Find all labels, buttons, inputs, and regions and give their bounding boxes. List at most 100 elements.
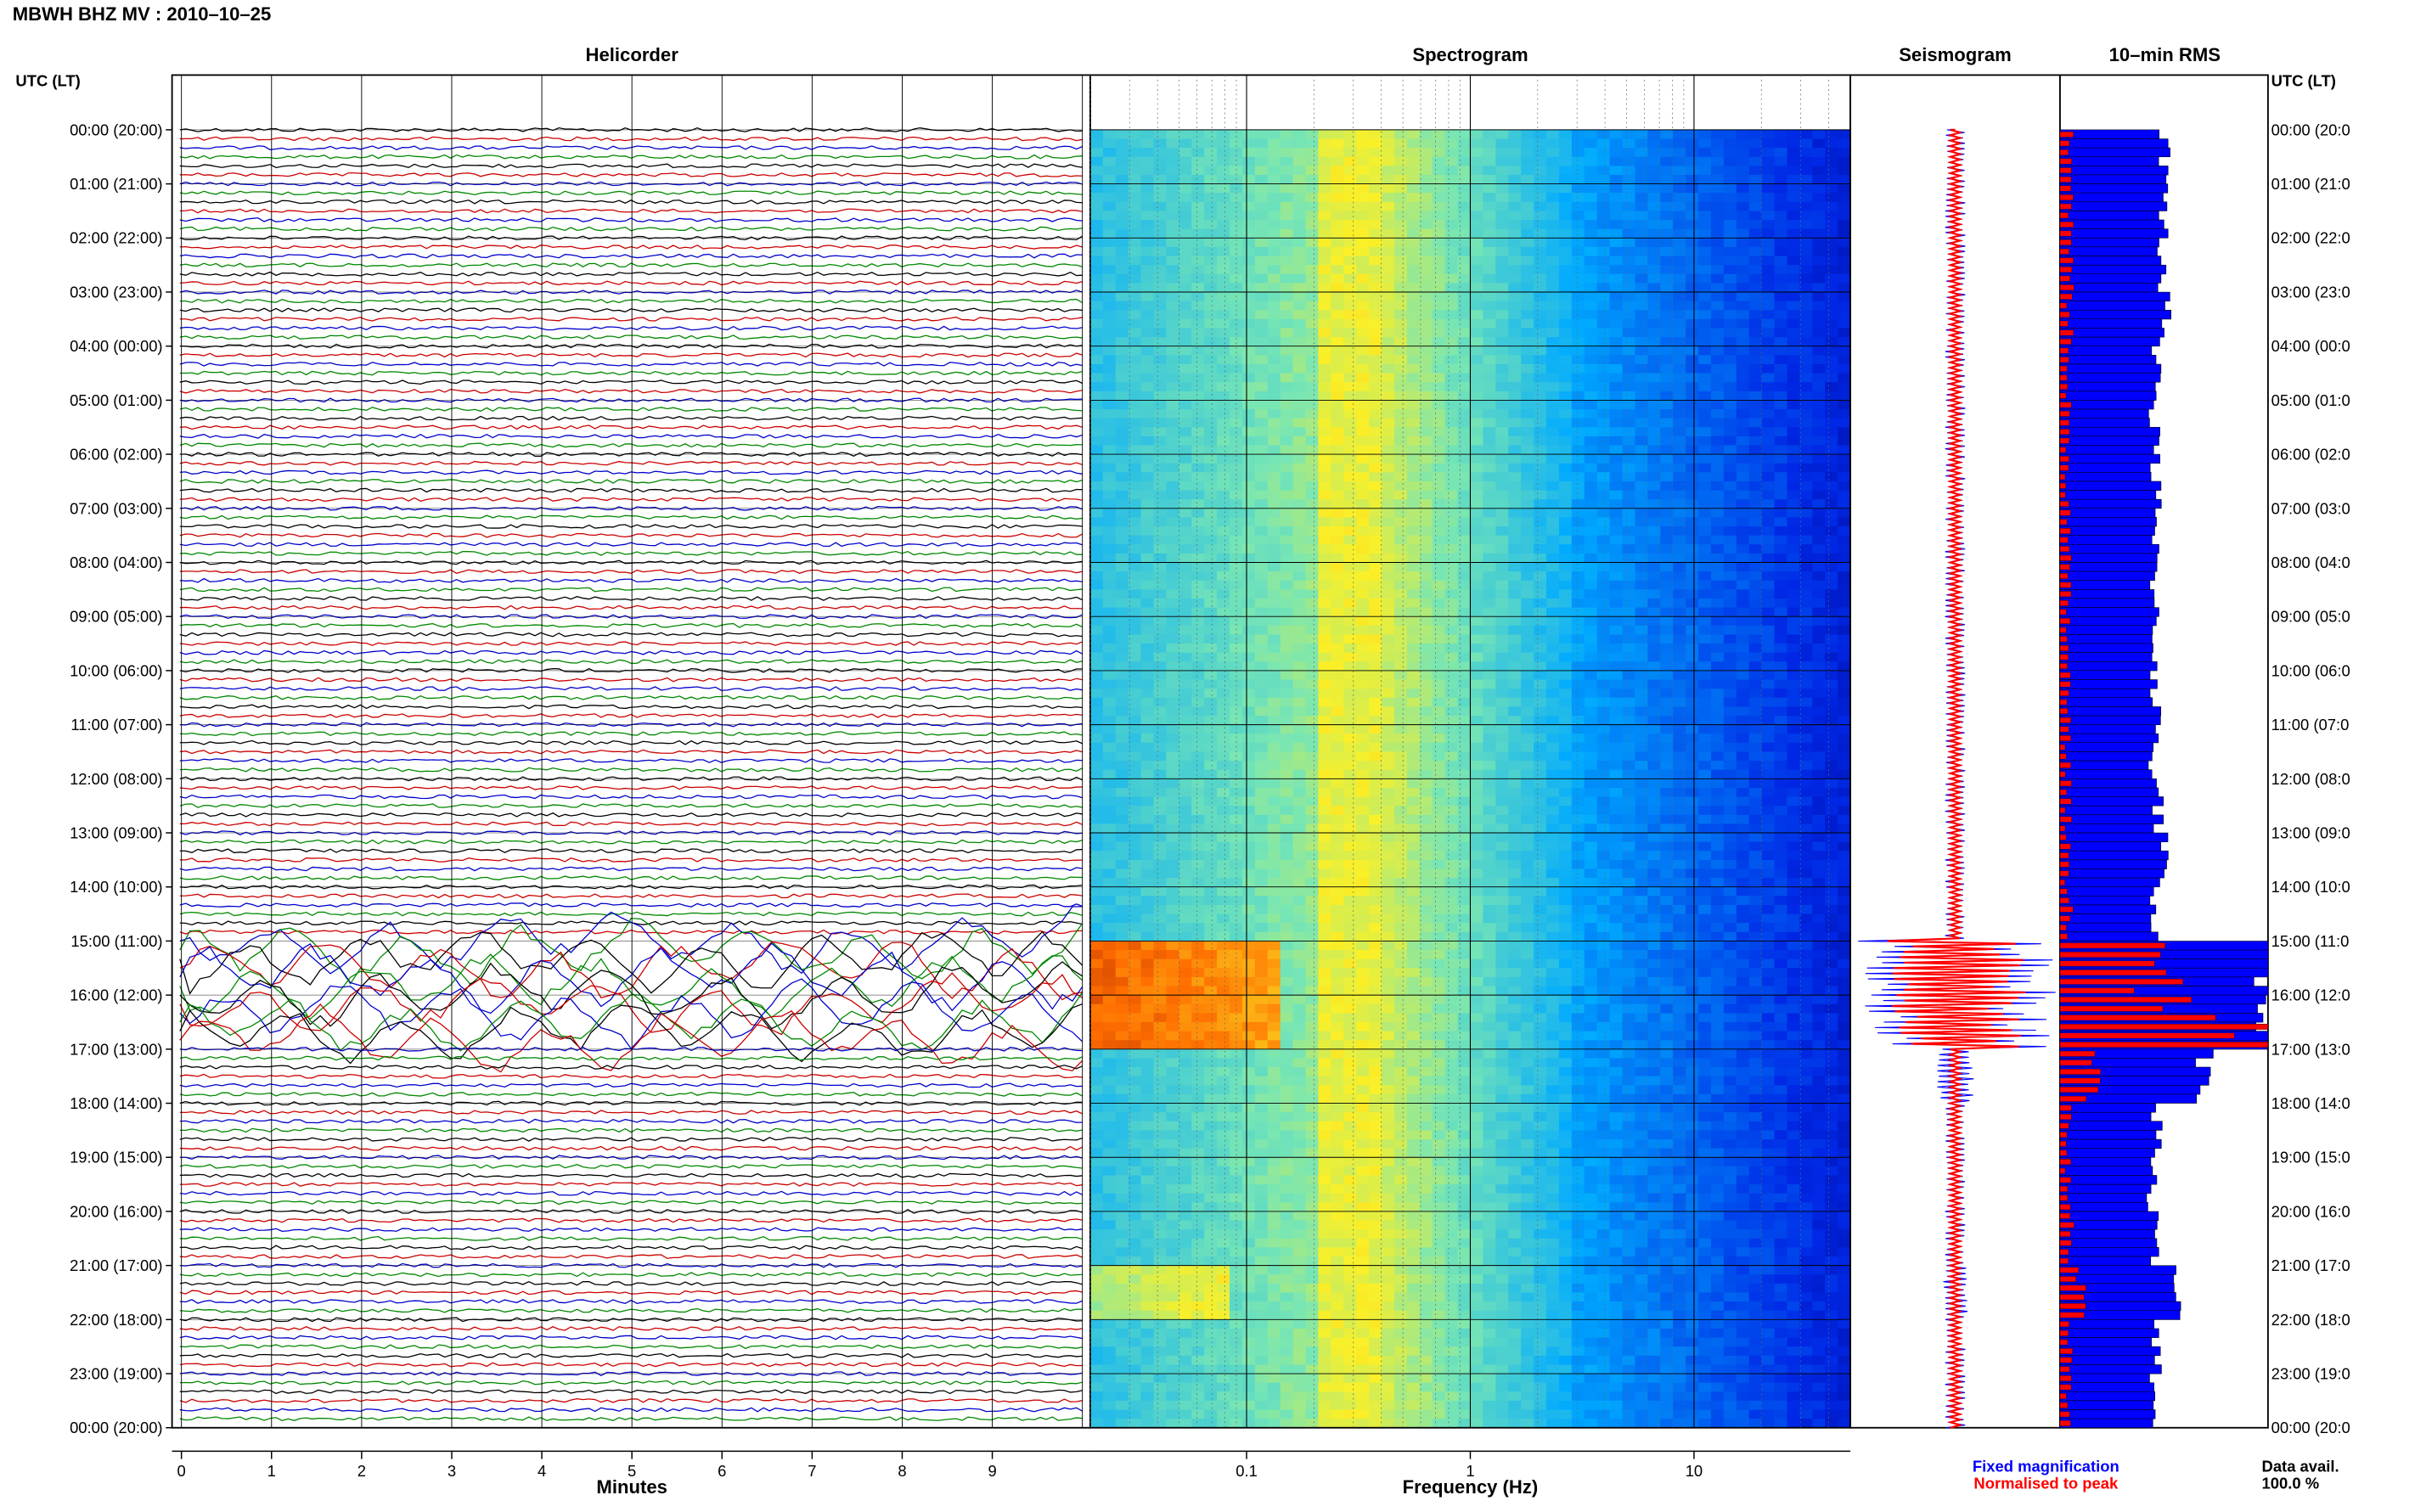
- spectrogram-cell: [1737, 571, 1750, 581]
- spectrogram-cell: [1673, 391, 1686, 401]
- spectrogram-cell: [1369, 337, 1382, 346]
- spectrogram-cell: [1737, 544, 1750, 554]
- spectrogram-cell: [1559, 229, 1573, 239]
- spectrogram-cell: [1623, 454, 1636, 464]
- spectrogram-cell: [1495, 554, 1509, 563]
- spectrogram-cell: [1268, 374, 1281, 383]
- spectrogram-cell: [1242, 445, 1256, 454]
- spectrogram-cell: [1775, 382, 1788, 391]
- spectrogram-cell: [1382, 193, 1395, 202]
- spectrogram-cell: [1255, 355, 1269, 364]
- spectrogram-cell: [1433, 202, 1446, 211]
- spectrogram-cell: [1318, 274, 1331, 284]
- spectrogram-cell: [1331, 823, 1344, 833]
- spectrogram-cell: [1103, 193, 1117, 202]
- spectrogram-cell: [1458, 770, 1472, 779]
- spectrogram-cell: [1293, 436, 1307, 446]
- spectrogram-cell: [1546, 689, 1560, 698]
- spectrogram-cell: [1812, 419, 1826, 428]
- spectrogram-cell: [1597, 382, 1611, 391]
- spectrogram-cell: [1749, 220, 1763, 229]
- spectrogram-cell: [1116, 626, 1129, 635]
- spectrogram-cell: [1191, 517, 1205, 526]
- spectrogram-cell: [1711, 706, 1725, 716]
- spectrogram-cell: [1495, 581, 1509, 590]
- spectrogram-cell: [1775, 761, 1788, 770]
- spectrogram-cell: [1445, 391, 1459, 401]
- spectrogram-cell: [1610, 319, 1624, 329]
- spectrogram-cell: [1737, 491, 1750, 500]
- spectrogram-cell: [1508, 391, 1522, 401]
- spectrogram-cell: [1268, 734, 1281, 743]
- spectrogram-cell: [1153, 355, 1167, 364]
- spectrogram-cell: [1281, 265, 1294, 274]
- spectrogram-cell: [1610, 464, 1624, 473]
- spectrogram-cell: [1737, 148, 1750, 157]
- spectrogram-cell: [1610, 265, 1624, 274]
- spectrogram-cell: [1737, 581, 1750, 590]
- spectrogram-cell: [1559, 571, 1573, 581]
- spectrogram-cell: [1559, 653, 1573, 662]
- spectrogram-cell: [1394, 256, 1408, 266]
- spectrogram-cell: [1433, 536, 1446, 545]
- spectrogram-cell: [1610, 400, 1624, 409]
- spectrogram-cell: [1306, 499, 1320, 509]
- spectrogram-cell: [1255, 346, 1269, 356]
- spectrogram-cell: [1775, 725, 1788, 734]
- spectrogram-cell: [1470, 671, 1483, 680]
- spectrogram-cell: [1799, 346, 1813, 356]
- spectrogram-cell: [1153, 382, 1167, 391]
- spectrogram-cell: [1433, 599, 1446, 608]
- spectrogram-cell: [1458, 391, 1472, 401]
- spectrogram-cell: [1356, 374, 1370, 383]
- spectrogram-cell: [1343, 400, 1357, 409]
- spectrogram-cell: [1762, 788, 1776, 797]
- spectrogram-cell: [1306, 454, 1320, 464]
- spectrogram-cell: [1838, 202, 1851, 211]
- spectrogram-cell: [1356, 751, 1370, 761]
- spectrogram-cell: [1255, 589, 1269, 599]
- spectrogram-cell: [1635, 698, 1648, 707]
- spectrogram-cell: [1572, 571, 1585, 581]
- spectrogram-cell: [1306, 725, 1320, 734]
- spectrogram-cell: [1242, 815, 1256, 824]
- spectrogram-cell: [1673, 517, 1686, 526]
- spectrogram-cell: [1724, 698, 1737, 707]
- spectrogram-cell: [1534, 509, 1547, 518]
- spectrogram-cell: [1331, 751, 1344, 761]
- spectrogram-cell: [1647, 202, 1661, 211]
- spectrogram-cell: [1242, 653, 1256, 662]
- spectrogram-cell: [1242, 166, 1256, 175]
- spectrogram-cell: [1382, 400, 1395, 409]
- spectrogram-cell: [1508, 157, 1522, 166]
- spectrogram-cell: [1281, 661, 1294, 671]
- spectrogram-cell: [1318, 833, 1331, 842]
- spectrogram-cell: [1356, 328, 1370, 337]
- spectrogram-cell: [1686, 419, 1699, 428]
- spectrogram-cell: [1217, 184, 1230, 194]
- spectrogram-cell: [1812, 778, 1826, 788]
- spectrogram-cell: [1546, 472, 1560, 481]
- spectrogram-cell: [1191, 526, 1205, 536]
- spectrogram-cell: [1838, 526, 1851, 536]
- spectrogram-cell: [1775, 346, 1788, 356]
- spectrogram-cell: [1635, 374, 1648, 383]
- spectrogram-cell: [1749, 554, 1763, 563]
- spectrogram-cell: [1281, 481, 1294, 491]
- spectrogram-cell: [1647, 581, 1661, 590]
- spectrogram-cell: [1483, 247, 1496, 256]
- spectrogram-cell: [1306, 734, 1320, 743]
- spectrogram-cell: [1812, 743, 1826, 752]
- spectrogram-cell: [1762, 274, 1776, 284]
- spectrogram-cell: [1686, 247, 1699, 256]
- spectrogram-cell: [1230, 472, 1243, 481]
- spectrogram-cell: [1698, 536, 1712, 545]
- spectrogram-cell: [1686, 571, 1699, 581]
- spectrogram-cell: [1635, 157, 1648, 166]
- spectrogram-cell: [1268, 175, 1281, 184]
- spectrogram-cell: [1470, 599, 1483, 608]
- spectrogram-cell: [1242, 139, 1256, 149]
- spectrogram-cell: [1141, 364, 1155, 374]
- spectrogram-cell: [1812, 599, 1826, 608]
- spectrogram-cell: [1242, 517, 1256, 526]
